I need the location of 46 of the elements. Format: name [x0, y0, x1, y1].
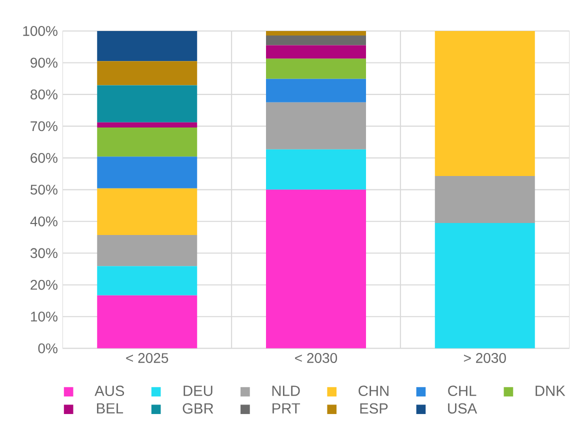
y-tick-label: 90%: [30, 58, 58, 68]
bar: [97, 235, 198, 266]
legend-label: GBR: [182, 403, 214, 414]
bar: [97, 127, 198, 157]
y-tick-label: 80%: [30, 90, 58, 100]
bar: [434, 176, 535, 223]
y-tick-label: 100%: [23, 26, 58, 36]
bar: [97, 122, 198, 128]
bar: [266, 58, 366, 79]
x-tick-label: < 2030: [295, 353, 338, 363]
legend-label: CHL: [448, 386, 476, 396]
x-tick-label: > 2030: [464, 353, 506, 363]
bar: [266, 102, 366, 150]
bar: [266, 35, 366, 46]
bar: [97, 85, 198, 122]
y-tick-label: 30%: [30, 248, 58, 258]
bar: [97, 30, 198, 62]
legend-label: BEL: [97, 403, 124, 414]
bar: [266, 30, 366, 36]
bar: [97, 188, 198, 236]
bar: [97, 61, 198, 86]
bar: [97, 156, 198, 188]
legend-label: CHN: [358, 386, 388, 396]
legend-label: DNK: [536, 386, 566, 396]
bar: [97, 266, 198, 296]
y-tick-label: 70%: [30, 121, 58, 132]
legend-label: PRT: [272, 403, 300, 414]
y-tick-label: 50%: [30, 184, 58, 195]
y-tick-label: 60%: [30, 152, 58, 163]
y-tick-label: 40%: [30, 216, 58, 226]
bar: [434, 30, 535, 176]
legend-label: ESP: [360, 403, 388, 414]
y-tick-label: 20%: [30, 280, 58, 290]
bar: [266, 45, 366, 59]
y-tick-label: 0%: [38, 343, 58, 354]
x-tick-label: < 2025: [126, 353, 168, 363]
bar: [266, 78, 366, 102]
legend-label: AUS: [94, 386, 124, 396]
bar: [97, 295, 198, 348]
y-tick-label: 10%: [31, 312, 58, 322]
bar: [434, 222, 535, 348]
legend-label: NLD: [272, 386, 300, 396]
legend-label: USA: [448, 403, 478, 414]
bar: [266, 149, 366, 190]
legend-label: DEU: [184, 386, 212, 396]
bar: [266, 190, 366, 348]
